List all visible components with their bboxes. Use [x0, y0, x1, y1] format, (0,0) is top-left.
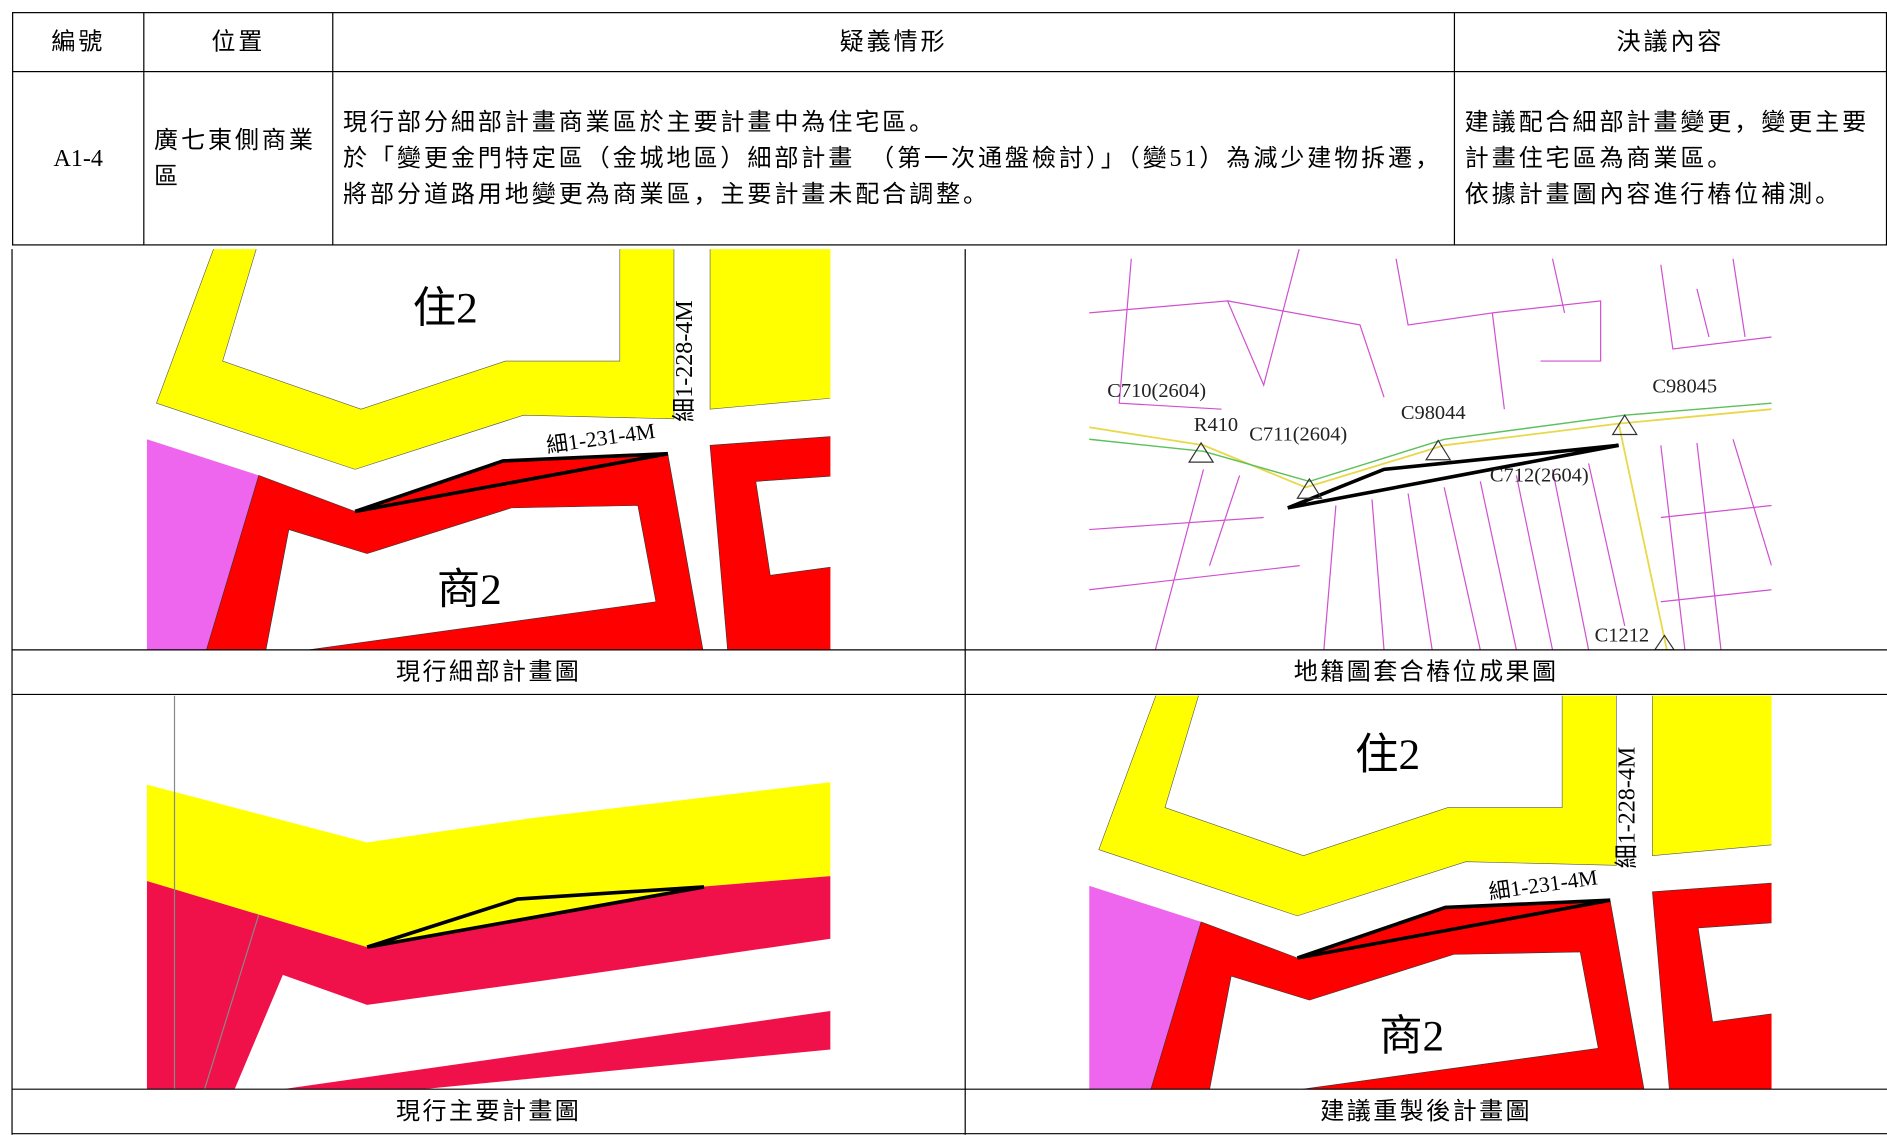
resolution-cell: 建議配合細部計畫變更，變更主要計畫住宅區為商業區。依據計畫圖內容進行樁位補測。 [1453, 71, 1887, 246]
map-label: C98044 [1401, 402, 1466, 424]
map-caption: 地籍圖套合樁位成果圖 [1294, 658, 1559, 685]
map-caption: 現行主要計畫圖 [396, 1098, 581, 1125]
issue-table: 編號 位置 疑義情形 決議內容 A1-4 廣七東側商業區 現行部分細部計畫商業區… [12, 12, 1887, 246]
map-label: C712(2604) [1490, 464, 1589, 486]
location-cell: 廣七東側商業區 [143, 71, 334, 246]
map-label: 商2 [437, 566, 502, 614]
map-label: 住2 [413, 285, 478, 333]
map-label: R410 [1194, 414, 1238, 436]
map-label: 細1-231-4M [545, 419, 657, 458]
master-plan [146, 695, 831, 1090]
map-label: 細1-228-4M [671, 300, 698, 422]
id-cell: A1-4 [12, 71, 145, 246]
resolution-text: 依據計畫圖內容進行樁位補測。 [1464, 181, 1843, 208]
header-cell: 決議內容 [1453, 12, 1887, 73]
map-caption: 現行細部計畫圖 [396, 658, 581, 685]
map-label: 住2 [1355, 731, 1420, 779]
issue-text: 於「變更金門特定區（金城地區）細部計畫 （第一次通盤檢討）」（變51）為減少建物… [342, 145, 1443, 208]
map-caption: 建議重製後計畫圖 [1320, 1098, 1532, 1125]
map-label: C710(2604) [1107, 380, 1206, 402]
map-label: 商2 [1379, 1013, 1444, 1061]
map-label: 細1-231-4M [1487, 865, 1599, 904]
map-label: C1212 [1595, 624, 1650, 646]
map-label: C98045 [1652, 375, 1717, 397]
issue-text: 現行部分細部計畫商業區於主要計畫中為住宅區。 [342, 108, 937, 136]
issue-cell: 現行部分細部計畫商業區於主要計畫中為住宅區。於「變更金門特定區（金城地區）細部計… [332, 71, 1456, 246]
table-lines [11, 249, 1887, 1135]
map-label: 細1-228-4M [1613, 747, 1640, 869]
header-cell: 位置 [143, 12, 334, 73]
cadastral-map [1089, 249, 1772, 650]
header-cell: 疑義情形 [332, 12, 1456, 73]
resolution-text: 建議配合細部計畫變更，變更主要計畫住宅區為商業區。 [1464, 108, 1870, 172]
header-cell: 編號 [12, 12, 145, 73]
map-label: C711(2604) [1249, 423, 1347, 445]
